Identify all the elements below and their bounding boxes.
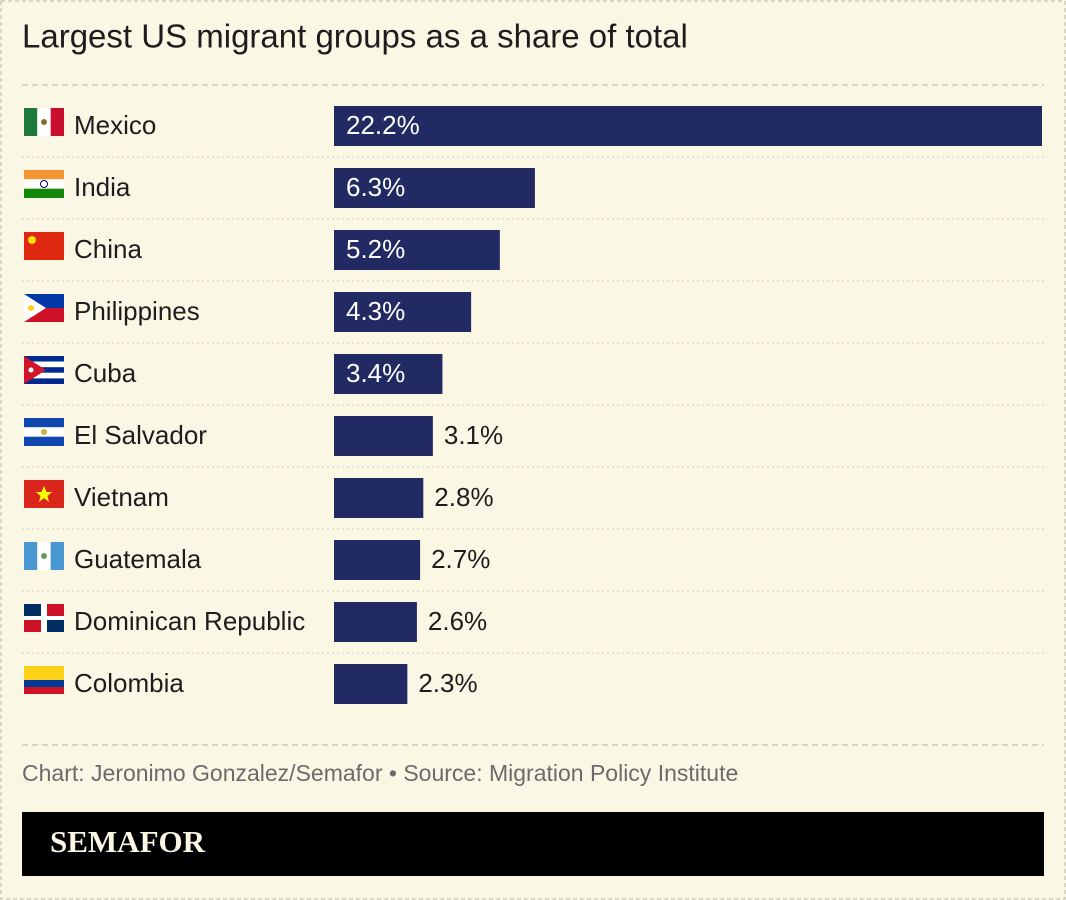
value-label: 4.3% (346, 296, 405, 326)
category-label: India (74, 172, 131, 202)
value-label: 2.8% (434, 482, 493, 512)
flag (24, 294, 64, 322)
bar (334, 416, 433, 456)
category-label: Colombia (74, 668, 184, 698)
flag-part (24, 418, 64, 428)
value-label: 6.3% (346, 172, 405, 202)
flag (24, 418, 64, 446)
category-label: Mexico (74, 110, 156, 140)
flag (24, 480, 64, 508)
flag-part (50, 108, 64, 136)
category-label: Cuba (74, 358, 137, 388)
flag-part (50, 542, 64, 570)
flag (24, 666, 64, 694)
bar (334, 664, 408, 704)
flag-part (28, 236, 36, 244)
value-label: 3.4% (346, 358, 405, 388)
value-label: 3.1% (444, 420, 503, 450)
flag (24, 170, 64, 198)
flag-part (24, 108, 38, 136)
category-label: Guatemala (74, 544, 202, 574)
category-label: Dominican Republic (74, 606, 305, 636)
flag-part (41, 119, 47, 125)
rows: Mexico 22.2% India 6.3% China 5.2% Philippines… (22, 106, 1044, 704)
flag-part (24, 356, 46, 384)
brand-logo: SEMAFOR (50, 824, 206, 859)
flag-part (24, 361, 64, 368)
flag-part (24, 687, 64, 694)
flag-part (24, 356, 64, 362)
flag-part (40, 180, 48, 188)
flag-part (24, 179, 64, 189)
flag-part (24, 666, 64, 680)
bar (334, 230, 500, 270)
category-label: Vietnam (74, 482, 169, 512)
flag-part (41, 553, 47, 559)
brand-bar (22, 812, 1044, 876)
flag-part (24, 232, 64, 260)
flag-part (24, 680, 64, 687)
flag-part (24, 294, 46, 322)
flag-part (41, 429, 47, 435)
flag-part (28, 367, 34, 373)
flag-part (47, 620, 64, 632)
value-label: 5.2% (346, 234, 405, 264)
bar (334, 354, 443, 394)
flag-part (24, 616, 64, 620)
bar (334, 106, 1042, 146)
flag-part (24, 620, 41, 632)
flag (24, 108, 64, 136)
flag-part (28, 305, 34, 311)
flag-part (24, 170, 64, 180)
flag (24, 542, 64, 570)
value-label: 2.3% (418, 668, 477, 698)
chart-title: Largest US migrant groups as a share of … (22, 18, 688, 55)
category-label: China (74, 234, 142, 264)
bar (334, 602, 417, 642)
flag-part (47, 604, 64, 616)
source-note: Chart: Jeronimo Gonzalez/Semafor • Sourc… (22, 760, 738, 786)
flag-part (24, 378, 64, 384)
category-label: Philippines (74, 296, 200, 326)
flag-part (24, 188, 64, 198)
value-label: 2.6% (428, 606, 487, 636)
flag-part (36, 486, 52, 502)
flag (24, 232, 64, 260)
bar (334, 478, 424, 518)
bar (334, 540, 421, 580)
flag (24, 604, 64, 632)
flag-part (24, 436, 64, 446)
flag-part (24, 604, 41, 616)
flag (24, 356, 64, 384)
value-label: 2.7% (431, 544, 490, 574)
flag-part (24, 372, 64, 379)
bar (334, 168, 535, 208)
category-label: El Salvador (74, 420, 207, 450)
flag-part (24, 542, 38, 570)
bar (334, 292, 472, 332)
value-label: 22.2% (346, 110, 420, 140)
